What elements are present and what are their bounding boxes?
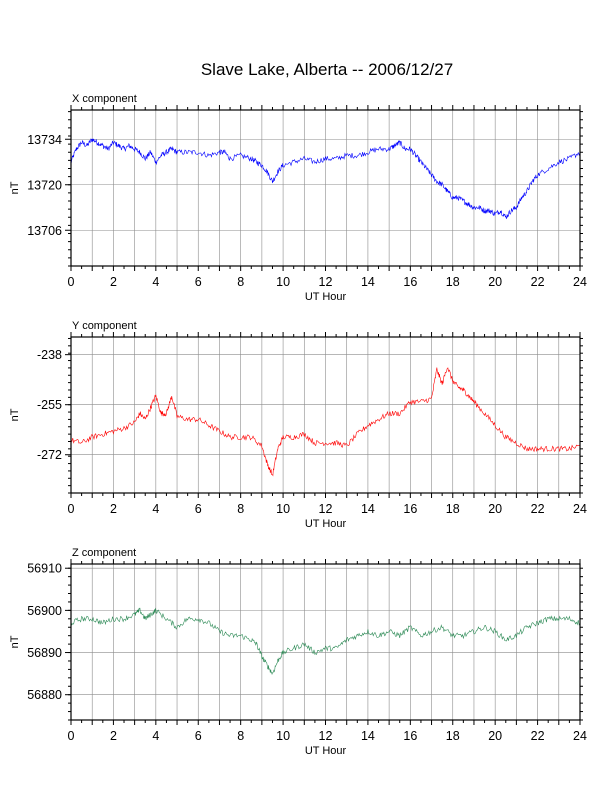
x-tick-label: 18 xyxy=(446,502,460,516)
x-tick-label: 0 xyxy=(68,729,75,743)
x-tick-label: 12 xyxy=(319,729,333,743)
x-tick-label: 2 xyxy=(110,729,117,743)
x-tick-label: 6 xyxy=(195,275,202,289)
y-tick-label: 56890 xyxy=(27,646,62,660)
y-tick-label: 56880 xyxy=(27,688,62,702)
x-tick-label: 16 xyxy=(403,275,417,289)
x-tick-label: 6 xyxy=(195,502,202,516)
x-tick-label: 14 xyxy=(361,502,375,516)
x-axis-label: UT Hour xyxy=(305,518,347,530)
x-tick-label: 4 xyxy=(152,275,159,289)
x-tick-label: 24 xyxy=(573,729,587,743)
panel-title: Y component xyxy=(72,320,137,332)
x-tick-label: 2 xyxy=(110,502,117,516)
x-tick-label: 8 xyxy=(237,729,244,743)
series-line-z xyxy=(70,607,581,675)
y-axis-label: nT xyxy=(9,181,21,194)
x-tick-label: 12 xyxy=(319,502,333,516)
x-tick-label: 14 xyxy=(361,275,375,289)
x-tick-label: 4 xyxy=(152,502,159,516)
y-tick-label: 13706 xyxy=(27,224,62,238)
figure-title: Slave Lake, Alberta -- 2006/12/27 xyxy=(201,60,453,79)
series-line-y xyxy=(70,367,581,477)
x-tick-label: 16 xyxy=(403,729,417,743)
x-tick-label: 16 xyxy=(403,502,417,516)
y-tick-label: -255 xyxy=(37,398,62,412)
panel-z: 0 2 4 6 8 10 12 14 16 18 20 22 245691056900568905688… xyxy=(9,547,587,757)
x-tick-label: 8 xyxy=(237,502,244,516)
x-tick-label: 4 xyxy=(152,729,159,743)
y-axis-label: nT xyxy=(9,408,21,421)
x-tick-label: 6 xyxy=(195,729,202,743)
x-tick-label: 20 xyxy=(488,729,502,743)
x-tick-label: 24 xyxy=(573,275,587,289)
y-axis-label: nT xyxy=(9,635,21,648)
x-tick-label: 22 xyxy=(531,729,545,743)
x-tick-label: 20 xyxy=(488,502,502,516)
x-tick-label: 12 xyxy=(319,275,333,289)
x-tick-label: 24 xyxy=(573,502,587,516)
x-tick-label: 18 xyxy=(446,729,460,743)
panel-title: X component xyxy=(72,93,137,105)
x-tick-label: 10 xyxy=(276,502,290,516)
x-tick-label: 18 xyxy=(446,275,460,289)
x-tick-label: 8 xyxy=(237,275,244,289)
x-axis-label: UT Hour xyxy=(305,291,347,303)
series-line-x xyxy=(70,138,581,220)
y-tick-label: -238 xyxy=(37,348,62,362)
x-tick-label: 2 xyxy=(110,275,117,289)
x-tick-label: 10 xyxy=(276,729,290,743)
y-tick-label: -272 xyxy=(37,448,62,462)
y-tick-label: 13720 xyxy=(27,178,62,192)
x-tick-label: 14 xyxy=(361,729,375,743)
x-tick-label: 0 xyxy=(68,502,75,516)
y-tick-label: 56900 xyxy=(27,604,62,618)
x-tick-label: 10 xyxy=(276,275,290,289)
x-tick-label: 0 xyxy=(68,275,75,289)
x-tick-label: 22 xyxy=(531,275,545,289)
panel-title: Z component xyxy=(72,547,136,559)
y-tick-label: 13734 xyxy=(27,133,62,147)
x-tick-label: 22 xyxy=(531,502,545,516)
y-tick-label: 56910 xyxy=(27,562,62,576)
x-tick-label: 20 xyxy=(488,275,502,289)
x-axis-label: UT Hour xyxy=(305,745,347,757)
